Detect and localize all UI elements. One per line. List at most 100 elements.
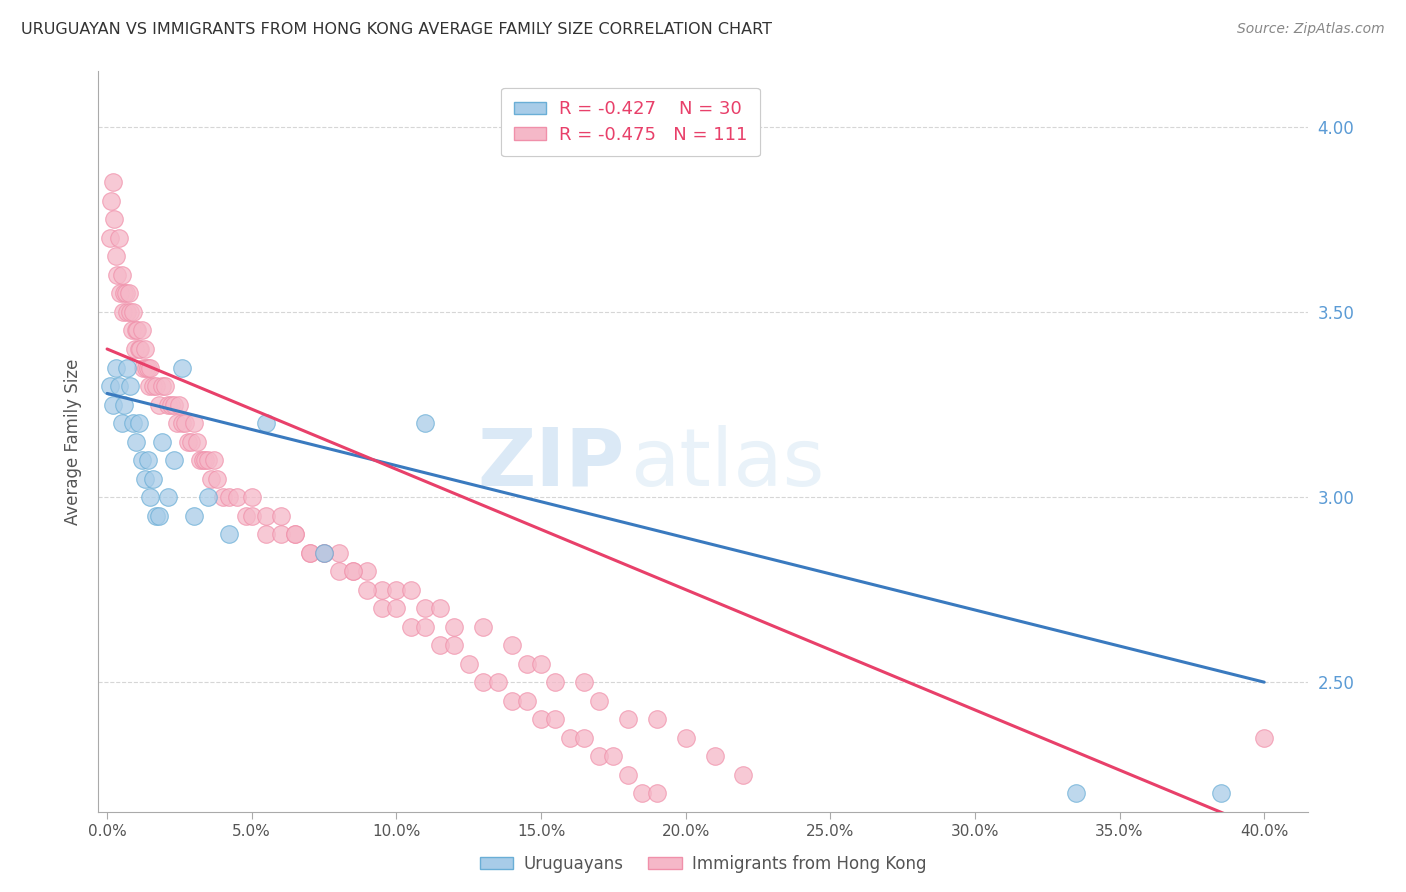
Point bbox=[443, 619, 465, 633]
Point bbox=[156, 490, 179, 504]
Point bbox=[254, 416, 277, 430]
Point bbox=[145, 379, 167, 393]
Point bbox=[328, 564, 350, 578]
Point bbox=[191, 453, 214, 467]
Point bbox=[169, 398, 191, 412]
Point bbox=[501, 638, 523, 652]
Point bbox=[457, 657, 479, 671]
Point bbox=[101, 176, 124, 190]
Point bbox=[443, 638, 465, 652]
Point bbox=[131, 453, 153, 467]
Point bbox=[174, 416, 197, 430]
Point bbox=[114, 398, 136, 412]
Point bbox=[515, 694, 537, 708]
Point bbox=[413, 416, 436, 430]
Point bbox=[98, 231, 121, 245]
Point bbox=[120, 379, 142, 393]
Point bbox=[588, 694, 610, 708]
Point bbox=[1064, 786, 1087, 800]
Point bbox=[240, 490, 263, 504]
Point bbox=[342, 564, 364, 578]
Point bbox=[104, 250, 127, 264]
Point bbox=[284, 527, 307, 541]
Point bbox=[617, 712, 640, 726]
Point bbox=[617, 767, 640, 781]
Point bbox=[194, 453, 217, 467]
Point bbox=[298, 545, 321, 560]
Point bbox=[101, 398, 124, 412]
Point bbox=[472, 619, 495, 633]
Point bbox=[134, 342, 156, 356]
Point bbox=[356, 582, 378, 597]
Point bbox=[371, 582, 394, 597]
Point bbox=[197, 490, 219, 504]
Point bbox=[544, 712, 567, 726]
Point bbox=[104, 360, 127, 375]
Point bbox=[371, 601, 394, 615]
Point bbox=[588, 749, 610, 764]
Point bbox=[98, 379, 121, 393]
Point bbox=[1209, 786, 1232, 800]
Point bbox=[128, 416, 150, 430]
Point bbox=[1253, 731, 1275, 745]
Point bbox=[172, 360, 194, 375]
Text: ZIP: ZIP bbox=[477, 425, 624, 503]
Point bbox=[328, 545, 350, 560]
Point bbox=[703, 749, 725, 764]
Point bbox=[602, 749, 624, 764]
Point bbox=[136, 360, 159, 375]
Point bbox=[114, 286, 136, 301]
Point bbox=[312, 545, 335, 560]
Point bbox=[150, 379, 173, 393]
Point bbox=[270, 508, 292, 523]
Point bbox=[122, 305, 145, 319]
Point bbox=[645, 712, 668, 726]
Point bbox=[183, 508, 205, 523]
Point bbox=[103, 212, 125, 227]
Point bbox=[501, 694, 523, 708]
Point bbox=[226, 490, 249, 504]
Point bbox=[128, 342, 150, 356]
Point bbox=[530, 712, 553, 726]
Point bbox=[399, 582, 422, 597]
Point bbox=[142, 472, 165, 486]
Point bbox=[413, 601, 436, 615]
Point bbox=[530, 657, 553, 671]
Legend: Uruguayans, Immigrants from Hong Kong: Uruguayans, Immigrants from Hong Kong bbox=[474, 848, 932, 880]
Point bbox=[631, 786, 654, 800]
Point bbox=[121, 324, 143, 338]
Point bbox=[117, 360, 139, 375]
Point bbox=[356, 564, 378, 578]
Point bbox=[413, 619, 436, 633]
Point bbox=[385, 601, 408, 615]
Point bbox=[108, 286, 131, 301]
Point bbox=[125, 324, 148, 338]
Text: URUGUAYAN VS IMMIGRANTS FROM HONG KONG AVERAGE FAMILY SIZE CORRELATION CHART: URUGUAYAN VS IMMIGRANTS FROM HONG KONG A… bbox=[21, 22, 772, 37]
Point bbox=[162, 398, 184, 412]
Point bbox=[254, 527, 277, 541]
Point bbox=[134, 472, 156, 486]
Point bbox=[574, 675, 596, 690]
Point bbox=[145, 508, 167, 523]
Point bbox=[486, 675, 509, 690]
Point bbox=[177, 434, 200, 449]
Point bbox=[200, 472, 222, 486]
Point bbox=[139, 360, 162, 375]
Point bbox=[429, 638, 451, 652]
Point bbox=[138, 379, 160, 393]
Point bbox=[159, 398, 181, 412]
Point bbox=[544, 675, 567, 690]
Point bbox=[172, 416, 194, 430]
Point bbox=[186, 434, 208, 449]
Point bbox=[127, 324, 149, 338]
Point bbox=[180, 434, 202, 449]
Point bbox=[385, 582, 408, 597]
Point bbox=[645, 786, 668, 800]
Point bbox=[125, 434, 148, 449]
Point bbox=[139, 490, 162, 504]
Point bbox=[574, 731, 596, 745]
Point bbox=[733, 767, 755, 781]
Text: atlas: atlas bbox=[630, 425, 825, 503]
Point bbox=[399, 619, 422, 633]
Point bbox=[153, 379, 176, 393]
